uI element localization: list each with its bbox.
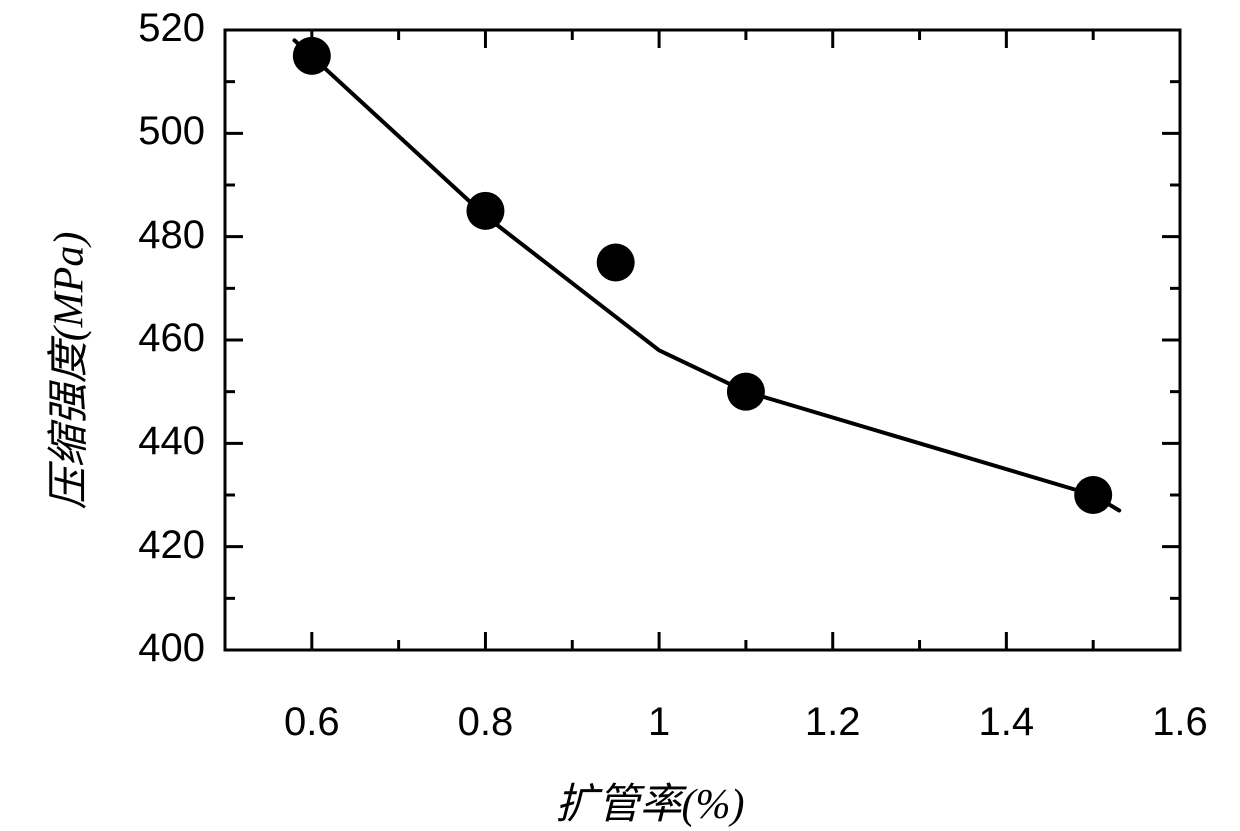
x-tick-label: 0.8	[435, 700, 535, 745]
x-tick-label: 1.4	[956, 700, 1056, 745]
y-tick-label: 500	[85, 109, 205, 154]
chart-container: 压缩强度(MPa) 扩管率(%) 0.6 0.8 1 1.2 1.4 1.6 400 420 4…	[0, 0, 1240, 831]
y-tick-label: 460	[85, 316, 205, 361]
x-tick-label: 1	[609, 700, 709, 745]
y-tick-label: 420	[85, 523, 205, 568]
y-tick-label: 520	[85, 6, 205, 51]
y-axis-label: 压缩强度(MPa)	[35, 221, 96, 521]
y-tick-label: 400	[85, 626, 205, 671]
y-tick-label: 480	[85, 213, 205, 258]
x-tick-label: 1.6	[1130, 700, 1230, 745]
y-tick-label: 440	[85, 419, 205, 464]
x-tick-label: 1.2	[783, 700, 883, 745]
x-tick-label: 0.6	[262, 700, 362, 745]
x-axis-label: 扩管率(%)	[520, 770, 780, 831]
